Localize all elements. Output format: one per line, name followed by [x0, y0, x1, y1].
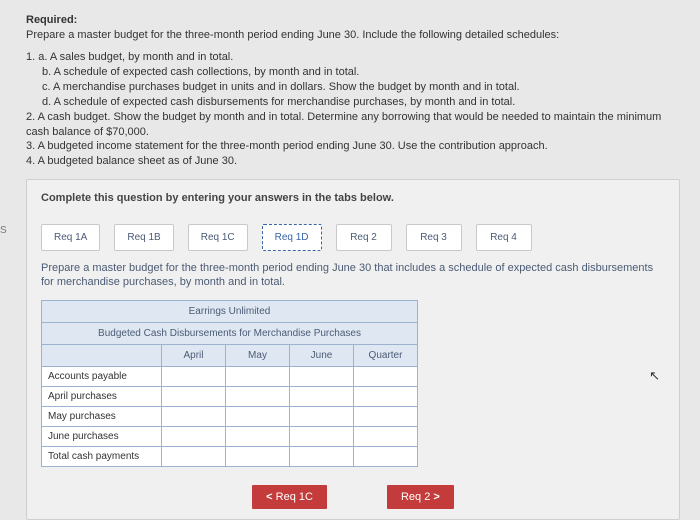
cell-input[interactable]	[226, 366, 290, 386]
cell-input[interactable]	[290, 366, 354, 386]
tabs-row: Req 1A Req 1B Req 1C Req 1D Req 2 Req 3 …	[27, 216, 679, 251]
row-may-purchases: May purchases	[42, 406, 162, 426]
tab-req4[interactable]: Req 4	[476, 224, 532, 251]
cell-input[interactable]	[290, 406, 354, 426]
table-row: May purchases	[42, 406, 418, 426]
row-accounts-payable: Accounts payable	[42, 366, 162, 386]
question-head: Complete this question by entering your …	[27, 180, 679, 216]
tab-req1b[interactable]: Req 1B	[114, 224, 173, 251]
col-june: June	[290, 344, 354, 366]
cell-input[interactable]	[162, 366, 226, 386]
prev-button[interactable]: < Req 1C	[252, 485, 327, 509]
cell-input[interactable]	[162, 406, 226, 426]
tab-req1c[interactable]: Req 1C	[188, 224, 248, 251]
row-june-purchases: June purchases	[42, 426, 162, 446]
table-row: Accounts payable	[42, 366, 418, 386]
req-1b: b. A schedule of expected cash collectio…	[26, 65, 680, 80]
req-3: 3. A budgeted income statement for the t…	[26, 139, 680, 154]
question-panel: Complete this question by entering your …	[26, 179, 680, 520]
prev-label: Req 1C	[276, 491, 313, 503]
chevron-left-icon: <	[266, 491, 272, 503]
req-4: 4. A budgeted balance sheet as of June 3…	[26, 154, 680, 169]
budget-table: Earrings Unlimited Budgeted Cash Disburs…	[41, 300, 418, 467]
next-button[interactable]: Req 2 >	[387, 485, 454, 509]
table-title-2: Budgeted Cash Disbursements for Merchand…	[42, 322, 418, 344]
cell-input[interactable]	[226, 426, 290, 446]
tab-req3[interactable]: Req 3	[406, 224, 462, 251]
chevron-right-icon: >	[433, 491, 439, 503]
cell-input[interactable]	[162, 446, 226, 466]
row-total-payments: Total cash payments	[42, 446, 162, 466]
table-row: April purchases	[42, 386, 418, 406]
cell-input[interactable]	[290, 386, 354, 406]
req-1a: 1. a. A sales budget, by month and in to…	[26, 50, 680, 65]
next-label: Req 2	[401, 491, 430, 503]
cursor-icon: ↖	[649, 368, 660, 384]
sub-instruction: Prepare a master budget for the three-mo…	[27, 251, 679, 300]
table-row: Total cash payments	[42, 446, 418, 466]
col-blank	[42, 344, 162, 366]
nav-row: < Req 1C Req 2 >	[27, 475, 679, 519]
cell-input[interactable]	[354, 406, 418, 426]
tab-req2[interactable]: Req 2	[336, 224, 392, 251]
intro-text: Prepare a master budget for the three-mo…	[26, 28, 680, 42]
table-wrap: Earrings Unlimited Budgeted Cash Disburs…	[27, 300, 679, 475]
requirements-list: 1. a. A sales budget, by month and in to…	[26, 50, 680, 169]
tab-req1a[interactable]: Req 1A	[41, 224, 100, 251]
cell-input[interactable]	[354, 386, 418, 406]
col-april: April	[162, 344, 226, 366]
cell-input[interactable]	[162, 426, 226, 446]
table-title-1: Earrings Unlimited	[42, 300, 418, 322]
tab-req1d[interactable]: Req 1D	[262, 224, 322, 251]
req-1c: c. A merchandise purchases budget in uni…	[26, 80, 680, 95]
cell-input[interactable]	[226, 446, 290, 466]
required-label: Required:	[26, 14, 680, 26]
cell-input[interactable]	[290, 446, 354, 466]
col-quarter: Quarter	[354, 344, 418, 366]
req-2: 2. A cash budget. Show the budget by mon…	[26, 110, 680, 140]
col-may: May	[226, 344, 290, 366]
cell-input[interactable]	[290, 426, 354, 446]
side-label: S	[0, 225, 7, 236]
cell-input[interactable]	[226, 386, 290, 406]
cell-input[interactable]	[354, 366, 418, 386]
cell-input[interactable]	[354, 446, 418, 466]
table-row: June purchases	[42, 426, 418, 446]
cell-input[interactable]	[162, 386, 226, 406]
cell-input[interactable]	[354, 426, 418, 446]
req-1d: d. A schedule of expected cash disbursem…	[26, 95, 680, 110]
row-april-purchases: April purchases	[42, 386, 162, 406]
cell-input[interactable]	[226, 406, 290, 426]
